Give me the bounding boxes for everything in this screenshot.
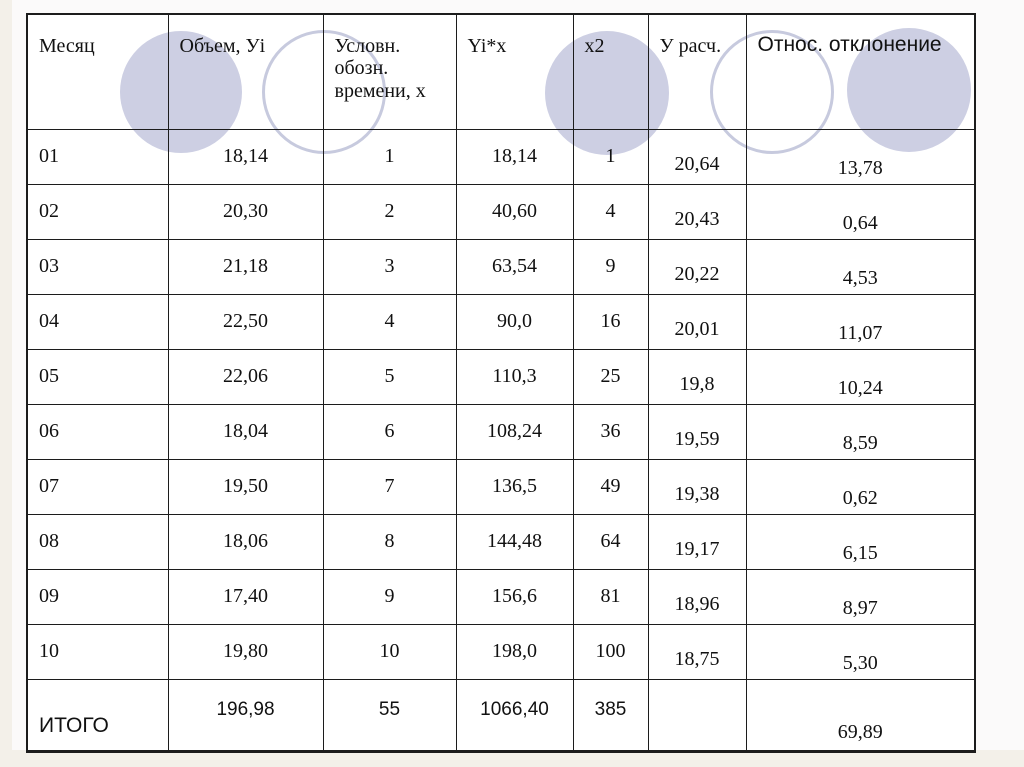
cell-deviation: 0,64 <box>745 183 976 240</box>
cell-volume: 22,50 <box>167 293 324 350</box>
cell-x2: 9 <box>572 238 649 295</box>
cell-x: 3 <box>322 238 457 295</box>
cell-volume: 21,18 <box>167 238 324 295</box>
table-row: 07 19,50 7 136,5 49 19,38 0,62 <box>26 458 976 515</box>
table-row: 09 17,40 9 156,6 81 18,96 8,97 <box>26 568 976 625</box>
header-yix: Yi*x <box>455 13 574 130</box>
table-row: 03 21,18 3 63,54 9 20,22 4,53 <box>26 238 976 295</box>
cell-x: 8 <box>322 513 457 570</box>
cell-y-calc: 20,01 <box>647 293 747 350</box>
cell-month: 10 <box>26 623 169 680</box>
cell-y-calc: 19,8 <box>647 348 747 405</box>
cell-y-calc: 20,22 <box>647 238 747 295</box>
cell-x: 9 <box>322 568 457 625</box>
cell-volume: 18,06 <box>167 513 324 570</box>
cell-month: 06 <box>26 403 169 460</box>
cell-month: 09 <box>26 568 169 625</box>
cell-y-calc: 20,43 <box>647 183 747 240</box>
cell-deviation: 8,97 <box>745 568 976 625</box>
cell-volume: 18,04 <box>167 403 324 460</box>
table-row: 10 19,80 10 198,0 100 18,75 5,30 <box>26 623 976 680</box>
total-x2: 385 <box>572 678 649 753</box>
total-deviation: 69,89 <box>745 678 976 753</box>
cell-x2: 25 <box>572 348 649 405</box>
header-volume: Объем, Уi <box>167 13 324 130</box>
cell-y-calc: 19,59 <box>647 403 747 460</box>
cell-yix: 63,54 <box>455 238 574 295</box>
cell-x: 2 <box>322 183 457 240</box>
table-row: 04 22,50 4 90,0 16 20,01 11,07 <box>26 293 976 350</box>
total-label: ИТОГО <box>26 678 169 753</box>
cell-month: 01 <box>26 128 169 185</box>
cell-x: 5 <box>322 348 457 405</box>
cell-volume: 18,14 <box>167 128 324 185</box>
cell-deviation: 6,15 <box>745 513 976 570</box>
cell-y-calc: 19,38 <box>647 458 747 515</box>
cell-deviation: 5,30 <box>745 623 976 680</box>
cell-x: 10 <box>322 623 457 680</box>
cell-deviation: 8,59 <box>745 403 976 460</box>
table-row: 05 22,06 5 110,3 25 19,8 10,24 <box>26 348 976 405</box>
cell-yix: 110,3 <box>455 348 574 405</box>
cell-deviation: 11,07 <box>745 293 976 350</box>
cell-month: 07 <box>26 458 169 515</box>
table-row: 06 18,04 6 108,24 36 19,59 8,59 <box>26 403 976 460</box>
cell-month: 04 <box>26 293 169 350</box>
total-volume: 196,98 <box>167 678 324 753</box>
cell-month: 05 <box>26 348 169 405</box>
cell-deviation: 4,53 <box>745 238 976 295</box>
cell-x2: 1 <box>572 128 649 185</box>
cell-x2: 81 <box>572 568 649 625</box>
header-x2: х2 <box>572 13 649 130</box>
total-yix: 1066,40 <box>455 678 574 753</box>
cell-yix: 198,0 <box>455 623 574 680</box>
cell-x2: 100 <box>572 623 649 680</box>
cell-deviation: 0,62 <box>745 458 976 515</box>
statistics-table: Месяц Объем, Уi Условн. обозн. времени, … <box>26 13 976 753</box>
cell-x2: 4 <box>572 183 649 240</box>
cell-deviation: 10,24 <box>745 348 976 405</box>
cell-volume: 19,80 <box>167 623 324 680</box>
cell-y-calc: 18,75 <box>647 623 747 680</box>
cell-volume: 22,06 <box>167 348 324 405</box>
cell-yix: 18,14 <box>455 128 574 185</box>
cell-x2: 16 <box>572 293 649 350</box>
table-total-row: ИТОГО 196,98 55 1066,40 385 69,89 <box>26 678 976 753</box>
cell-x2: 64 <box>572 513 649 570</box>
table-header-row: Месяц Объем, Уi Условн. обозн. времени, … <box>26 13 976 130</box>
header-deviation: Относ. отклонение <box>745 13 976 130</box>
cell-volume: 17,40 <box>167 568 324 625</box>
table-row: 02 20,30 2 40,60 4 20,43 0,64 <box>26 183 976 240</box>
cell-x: 7 <box>322 458 457 515</box>
cell-x: 4 <box>322 293 457 350</box>
total-x: 55 <box>322 678 457 753</box>
cell-y-calc: 18,96 <box>647 568 747 625</box>
table-row: 08 18,06 8 144,48 64 19,17 6,15 <box>26 513 976 570</box>
cell-x: 1 <box>322 128 457 185</box>
cell-month: 03 <box>26 238 169 295</box>
cell-x2: 49 <box>572 458 649 515</box>
table-row: 01 18,14 1 18,14 1 20,64 13,78 <box>26 128 976 185</box>
total-y-calc <box>647 678 747 753</box>
cell-month: 08 <box>26 513 169 570</box>
cell-yix: 108,24 <box>455 403 574 460</box>
header-time-notation: Условн. обозн. времени, х <box>322 13 457 130</box>
cell-volume: 19,50 <box>167 458 324 515</box>
cell-month: 02 <box>26 183 169 240</box>
header-month: Месяц <box>26 13 169 130</box>
cell-volume: 20,30 <box>167 183 324 240</box>
cell-yix: 144,48 <box>455 513 574 570</box>
cell-x2: 36 <box>572 403 649 460</box>
cell-yix: 40,60 <box>455 183 574 240</box>
cell-yix: 90,0 <box>455 293 574 350</box>
cell-y-calc: 20,64 <box>647 128 747 185</box>
cell-x: 6 <box>322 403 457 460</box>
cell-deviation: 13,78 <box>745 128 976 185</box>
cell-y-calc: 19,17 <box>647 513 747 570</box>
header-y-calc: У расч. <box>647 13 747 130</box>
cell-yix: 156,6 <box>455 568 574 625</box>
cell-yix: 136,5 <box>455 458 574 515</box>
